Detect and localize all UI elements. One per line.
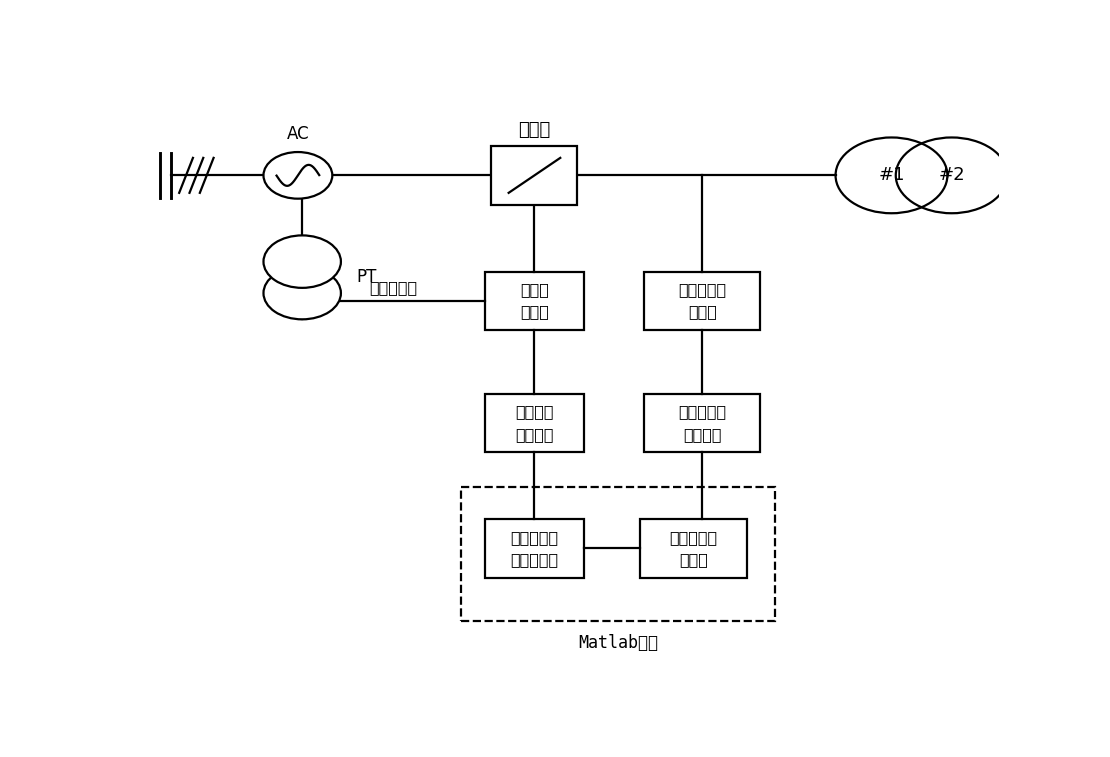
Text: 计算确定
合闸时间: 计算确定 合闸时间 <box>515 404 554 441</box>
Bar <box>639 519 747 578</box>
Bar <box>462 488 775 621</box>
Text: 利用梯形积
分得到剩磁: 利用梯形积 分得到剩磁 <box>511 530 558 567</box>
Text: AC: AC <box>286 126 310 143</box>
Text: 选择合适相
位分闸: 选择合适相 位分闸 <box>678 282 726 319</box>
Text: PT: PT <box>356 269 376 286</box>
Bar <box>485 394 584 452</box>
Text: 电压数据拟
合处理: 电压数据拟 合处理 <box>669 530 718 567</box>
Bar <box>492 146 577 204</box>
Circle shape <box>263 152 332 198</box>
Circle shape <box>263 235 341 288</box>
Text: 断路器: 断路器 <box>518 120 551 139</box>
Text: #2: #2 <box>938 167 965 185</box>
Bar <box>485 272 584 330</box>
Text: 测量分闸时
绕组电压: 测量分闸时 绕组电压 <box>678 404 726 441</box>
Bar <box>485 519 584 578</box>
Text: 断路器
控制器: 断路器 控制器 <box>519 282 549 319</box>
Text: #1: #1 <box>878 167 905 185</box>
Text: Matlab软件: Matlab软件 <box>578 634 658 652</box>
Bar <box>644 272 760 330</box>
Circle shape <box>263 267 341 319</box>
Bar <box>644 394 760 452</box>
Text: 选择参考相: 选择参考相 <box>370 280 417 294</box>
